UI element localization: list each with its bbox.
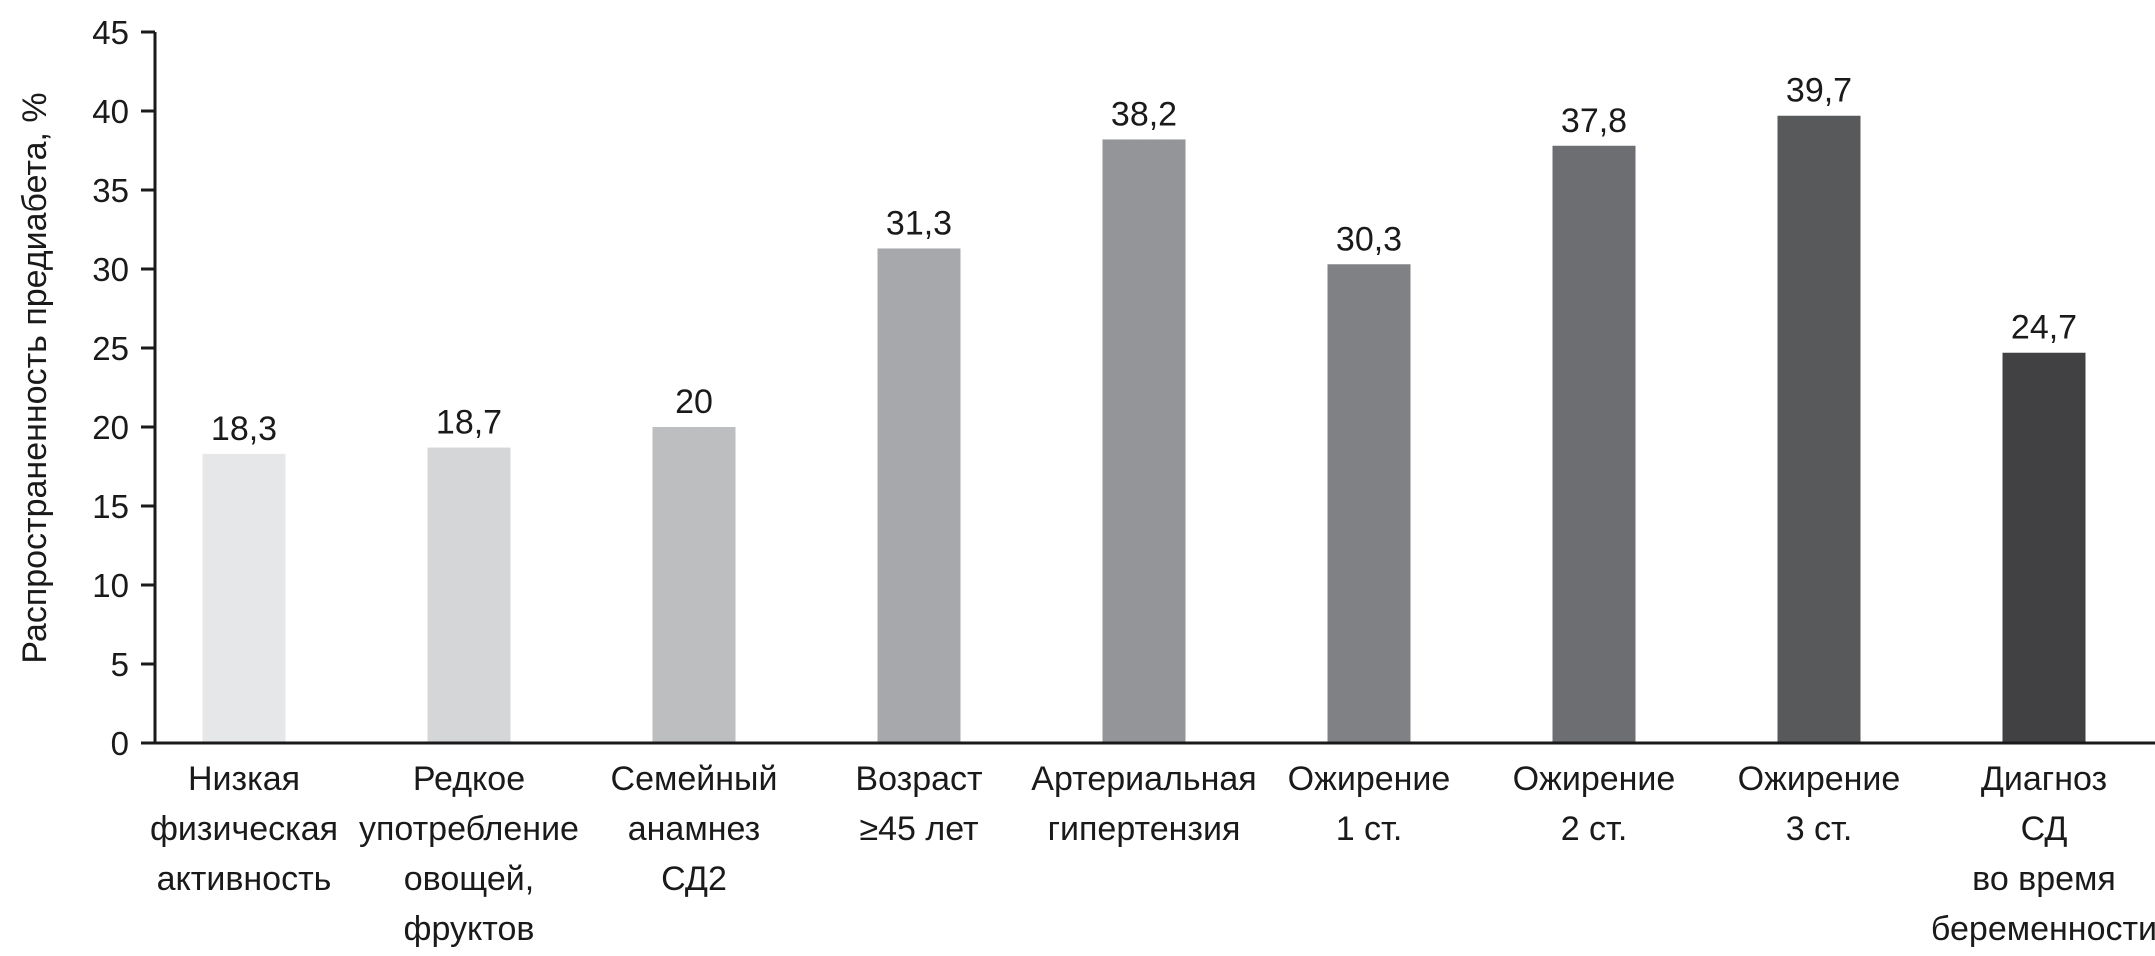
bar (2002, 352, 2086, 743)
bar (427, 447, 511, 743)
y-tick-label: 20 (92, 409, 129, 446)
bar-value-label: 30,3 (1336, 220, 1402, 258)
bar (202, 453, 286, 743)
bar-value-label: 20 (675, 383, 713, 421)
bar-value-label: 18,3 (211, 410, 277, 448)
bar (1102, 139, 1186, 743)
x-category-label: Редкое употребление овощей, фруктов (359, 760, 579, 948)
y-tick-label: 15 (92, 488, 129, 525)
bar (877, 248, 961, 743)
x-category-label: Возраст ≥45 лет (855, 760, 982, 848)
y-tick-label: 0 (111, 725, 129, 762)
x-category-label: Семейный анамнез СД2 (611, 760, 778, 898)
y-tick-label: 25 (92, 330, 129, 367)
bar (1327, 264, 1411, 743)
x-category-label: Ожирение 1 ст. (1288, 760, 1451, 848)
y-axis: 0 5 10 15 20 25 30 35 40 45 (92, 14, 157, 762)
bar-value-label: 24,7 (2011, 309, 2077, 347)
y-tick-label: 5 (111, 646, 129, 683)
x-category-label: Ожирение 2 ст. (1513, 760, 1676, 848)
bar-value-label: 38,2 (1111, 95, 1177, 133)
y-tick-label: 10 (92, 567, 129, 604)
bar (652, 427, 736, 743)
y-tick-label: 30 (92, 251, 129, 288)
x-category-label: Артериальная гипертензия (1031, 760, 1256, 848)
bar-value-label: 18,7 (436, 404, 502, 442)
x-category-label: Ожирение 3 ст. (1738, 760, 1901, 848)
bar (1777, 115, 1861, 744)
bars: 18,3 18,7 20 31,3 38,2 30,3 37,8 39,7 24,7 (202, 72, 2086, 744)
bar (1552, 145, 1636, 743)
x-category-label: Низкая физическая активность (150, 760, 338, 898)
y-tick-label: 45 (92, 14, 129, 51)
bar-value-label: 39,7 (1786, 72, 1852, 110)
y-axis-title: Распространенность предиабета, % (16, 92, 54, 663)
y-tick-label: 40 (92, 93, 129, 130)
x-category-label: Диагноз СД во время беременности (1931, 760, 2155, 948)
bar-value-label: 37,8 (1561, 102, 1627, 140)
y-tick-label: 35 (92, 172, 129, 209)
bar-value-label: 31,3 (886, 204, 952, 242)
